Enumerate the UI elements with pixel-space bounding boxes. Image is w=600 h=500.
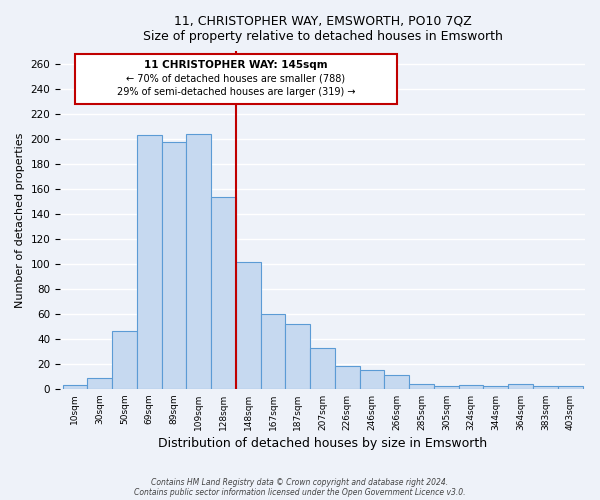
Bar	[87, 378, 112, 389]
Bar	[260, 314, 286, 389]
Bar	[187, 134, 211, 389]
Text: 11 CHRISTOPHER WAY: 145sqm: 11 CHRISTOPHER WAY: 145sqm	[144, 60, 328, 70]
Text: Contains HM Land Registry data © Crown copyright and database right 2024.
Contai: Contains HM Land Registry data © Crown c…	[134, 478, 466, 497]
Bar	[75, 54, 397, 104]
Bar	[434, 386, 459, 389]
Bar	[161, 142, 187, 389]
Bar	[459, 385, 484, 389]
Y-axis label: Number of detached properties: Number of detached properties	[15, 132, 25, 308]
Bar	[484, 386, 508, 389]
Bar	[236, 262, 260, 389]
Bar	[409, 384, 434, 389]
Title: 11, CHRISTOPHER WAY, EMSWORTH, PO10 7QZ
Size of property relative to detached ho: 11, CHRISTOPHER WAY, EMSWORTH, PO10 7QZ …	[143, 15, 502, 43]
Text: ← 70% of detached houses are smaller (788): ← 70% of detached houses are smaller (78…	[126, 74, 346, 84]
X-axis label: Distribution of detached houses by size in Emsworth: Distribution of detached houses by size …	[158, 437, 487, 450]
Bar	[137, 135, 161, 389]
Bar	[310, 348, 335, 389]
Bar	[508, 384, 533, 389]
Bar	[385, 375, 409, 389]
Bar	[62, 385, 87, 389]
Text: 29% of semi-detached houses are larger (319) →: 29% of semi-detached houses are larger (…	[116, 88, 355, 98]
Bar	[558, 386, 583, 389]
Bar	[335, 366, 359, 389]
Bar	[359, 370, 385, 389]
Bar	[533, 386, 558, 389]
Bar	[286, 324, 310, 389]
Bar	[112, 332, 137, 389]
Bar	[211, 198, 236, 389]
